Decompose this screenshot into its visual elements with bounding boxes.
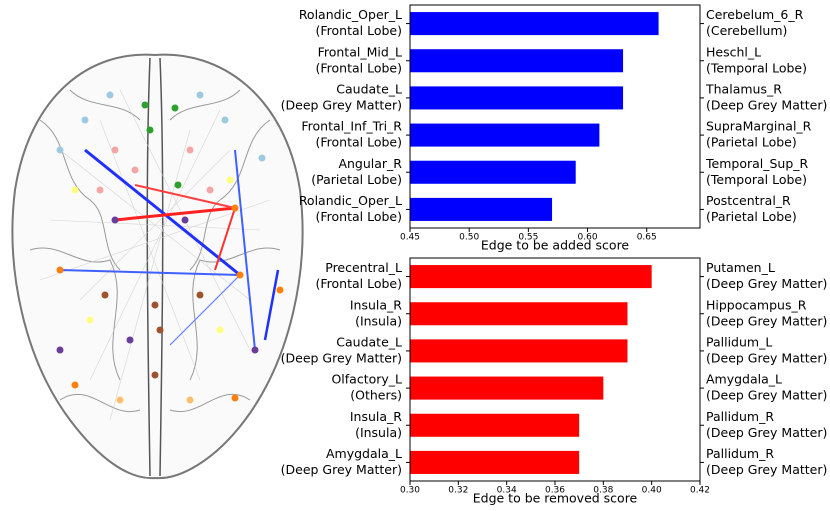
right-label: (Deep Grey Matter) — [706, 462, 827, 477]
x-tick-label: 0.45 — [400, 233, 420, 243]
y-tick-label: Insula_R — [350, 297, 402, 312]
bar — [410, 12, 659, 36]
x-tick-label: 0.36 — [545, 486, 565, 496]
x-axis-label: Edge to be added score — [481, 238, 630, 253]
right-label: Pallidum_R — [706, 446, 774, 461]
right-label: (Parietal Lobe) — [706, 209, 797, 224]
y-tick-label: (Frontal Lobe) — [316, 209, 403, 224]
y-tick-label: Caudate_L — [336, 81, 402, 96]
x-tick-label: 0.65 — [637, 233, 657, 243]
right-label: Amygdala_L — [706, 372, 782, 387]
right-label: Cerebelum_6_R — [706, 7, 804, 22]
right-label: Hippocampus_R — [706, 297, 807, 312]
right-label: (Deep Grey Matter) — [706, 425, 827, 440]
y-tick-label: (Insula) — [355, 313, 402, 328]
right-label: Putamen_L — [706, 260, 775, 275]
bar — [410, 376, 604, 400]
y-tick-label: Insula_R — [350, 409, 402, 424]
bar — [410, 413, 580, 437]
axes-frame — [409, 257, 701, 482]
right-label: (Deep Grey Matter) — [706, 97, 827, 112]
right-label: Heschl_L — [706, 44, 761, 59]
right-label: Postcentral_R — [706, 193, 791, 208]
y-tick-label: (Others) — [350, 388, 402, 403]
x-tick-label: 0.38 — [593, 486, 613, 496]
right-label: (Temporal Lobe) — [706, 60, 807, 75]
y-tick-label: Rolandic_Oper_L — [299, 193, 402, 208]
x-tick-label: 0.40 — [642, 486, 662, 496]
right-label: (Deep Grey Matter) — [706, 276, 827, 291]
bar — [410, 302, 628, 326]
right-label: (Deep Grey Matter) — [706, 313, 827, 328]
x-tick-label: 0.60 — [578, 233, 598, 243]
y-tick-label: Precentral_L — [325, 260, 402, 275]
right-label: Thalamus_R — [705, 81, 782, 96]
bar — [410, 123, 600, 147]
y-tick-label: (Deep Grey Matter) — [281, 97, 402, 112]
x-axis-label: Edge to be removed score — [473, 491, 638, 506]
right-label: Temporal_Sup_R — [705, 156, 809, 171]
y-tick-label: (Frontal Lobe) — [316, 135, 403, 150]
bar — [410, 265, 652, 289]
x-tick-label: 0.55 — [518, 233, 538, 243]
y-tick-label: Frontal_Mid_L — [318, 44, 402, 59]
x-tick-label: 0.32 — [448, 486, 468, 496]
right-label: (Deep Grey Matter) — [706, 350, 827, 365]
y-tick-label: (Frontal Lobe) — [316, 276, 403, 291]
axes-frame — [409, 4, 701, 229]
right-label: SupraMarginal_R — [706, 119, 812, 134]
y-tick-label: (Deep Grey Matter) — [281, 462, 402, 477]
y-tick-label: (Parietal Lobe) — [311, 172, 402, 187]
y-tick-label: (Deep Grey Matter) — [281, 350, 402, 365]
y-tick-label: (Frontal Lobe) — [316, 23, 403, 38]
y-tick-label: Amygdala_L — [326, 446, 402, 461]
x-tick-label: 0.34 — [497, 486, 517, 496]
y-tick-label: Olfactory_L — [331, 372, 402, 387]
y-tick-label: (Frontal Lobe) — [316, 60, 403, 75]
bar — [410, 339, 628, 363]
bar — [410, 49, 624, 73]
bar — [410, 450, 580, 474]
x-tick-label: 0.30 — [400, 486, 420, 496]
bar — [410, 160, 576, 184]
right-label: Pallidum_R — [706, 409, 774, 424]
y-tick-label: Frontal_Inf_Tri_R — [301, 119, 402, 134]
right-label: Pallidum_L — [706, 334, 772, 349]
y-tick-label: Angular_R — [338, 156, 402, 171]
right-label: (Parietal Lobe) — [706, 135, 797, 150]
brain-network — [11, 53, 304, 480]
right-label: (Deep Grey Matter) — [706, 388, 827, 403]
y-tick-label: (Insula) — [355, 425, 402, 440]
right-label: (Cerebellum) — [706, 23, 787, 38]
x-tick-label: 0.50 — [459, 233, 479, 243]
bar — [410, 197, 553, 221]
x-tick-label: 0.42 — [690, 486, 710, 496]
bar — [410, 86, 624, 110]
right-label: (Temporal Lobe) — [706, 172, 807, 187]
y-tick-label: Caudate_L — [336, 334, 402, 349]
y-tick-label: Rolandic_Oper_L — [299, 7, 402, 22]
